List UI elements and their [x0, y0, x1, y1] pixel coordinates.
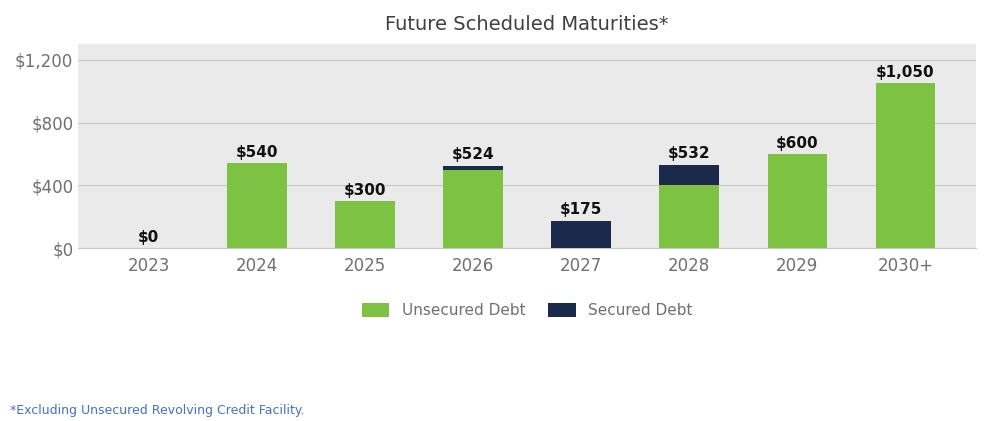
Bar: [659, 165, 718, 185]
Bar: [335, 201, 394, 248]
Text: $175: $175: [560, 203, 603, 217]
Text: $300: $300: [344, 183, 386, 198]
Text: *Excluding Unsecured Revolving Credit Facility.: *Excluding Unsecured Revolving Credit Fa…: [10, 404, 304, 417]
Bar: [443, 166, 502, 170]
Bar: [876, 83, 936, 248]
Text: $540: $540: [236, 145, 278, 160]
Text: $532: $532: [668, 146, 711, 161]
Text: $0: $0: [138, 230, 160, 245]
Bar: [227, 163, 286, 248]
Text: $600: $600: [776, 136, 819, 151]
Bar: [551, 221, 610, 248]
Legend: Unsecured Debt, Secured Debt: Unsecured Debt, Secured Debt: [362, 304, 693, 318]
Title: Future Scheduled Maturities*: Future Scheduled Maturities*: [385, 15, 669, 34]
Bar: [659, 185, 718, 248]
Bar: [443, 170, 502, 248]
Bar: [768, 154, 827, 248]
Text: $524: $524: [452, 147, 495, 163]
Text: $1,050: $1,050: [876, 65, 935, 80]
